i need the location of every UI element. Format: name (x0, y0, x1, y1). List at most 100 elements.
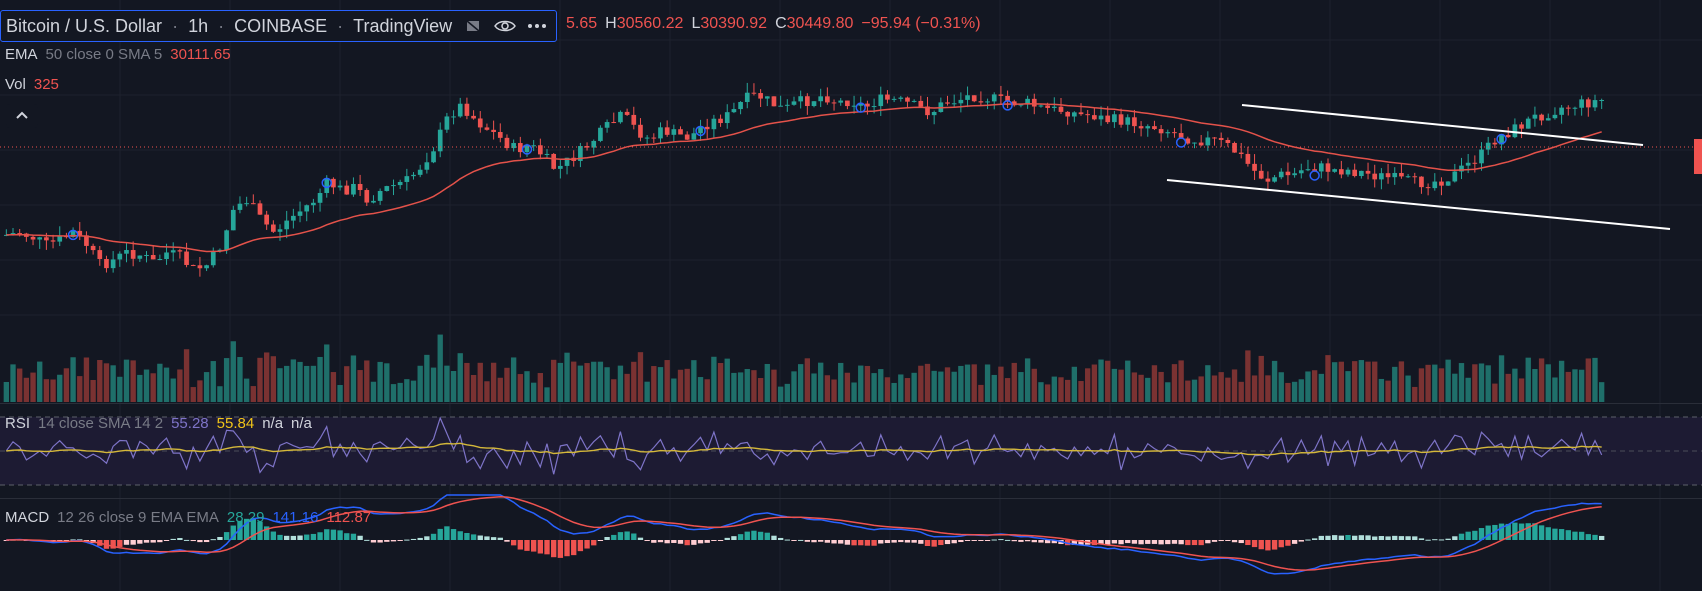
macd-hist-bar (1358, 535, 1365, 540)
macd-hist-bar (1151, 540, 1158, 544)
macd-hist-bar (777, 537, 784, 540)
symbol-title[interactable]: Bitcoin / U.S. Dollar · 1h · COINBASE · … (0, 10, 558, 42)
macd-hist-bar (677, 540, 684, 544)
volume-bar (871, 373, 877, 402)
macd-hist-bar (711, 540, 717, 541)
upper-trendline[interactable] (1241, 104, 1644, 146)
candle-body (538, 145, 543, 155)
candle-body (331, 178, 336, 188)
macd-hist-bar (297, 535, 303, 540)
candle-body (90, 245, 96, 251)
volume-bar (37, 361, 43, 402)
candle-body (50, 240, 56, 242)
candle-body (1359, 170, 1364, 177)
volume-bar (1525, 357, 1531, 402)
macd-hist-bar (597, 540, 604, 541)
candle-body (30, 236, 36, 240)
candle-body (1212, 137, 1217, 139)
macd-hist-bar (1191, 540, 1198, 546)
candle-body (1452, 171, 1458, 182)
volume-bar (1165, 382, 1171, 402)
candle-body (497, 132, 503, 138)
signal-marker (1175, 137, 1187, 148)
macd-hist-bar (864, 540, 871, 546)
candle-body (1332, 169, 1337, 172)
macd-hist-bar (911, 540, 917, 543)
volume-bar (510, 357, 517, 402)
macd-hist-bar (998, 539, 1004, 541)
volume-bar (657, 367, 664, 402)
macd-hist-bar (591, 540, 597, 546)
candle-body (377, 190, 383, 201)
candle-body (1572, 107, 1578, 109)
volume-bar (1171, 364, 1178, 402)
macd-hist-bar (1245, 540, 1251, 546)
lower-trendline[interactable] (1166, 179, 1671, 230)
candle-body (1205, 137, 1211, 146)
macd-hist-bar (203, 540, 210, 543)
candle-body (1465, 162, 1471, 166)
candle-body (1552, 114, 1558, 119)
candle-body (411, 174, 416, 177)
macd-hist-bar (1345, 534, 1351, 540)
volume-bar (1285, 382, 1291, 402)
ema-legend[interactable]: EMA 50 close 0 SMA 5 30111.65 (5, 46, 231, 63)
volume-bar (1118, 369, 1124, 402)
candle-body (444, 116, 450, 130)
macd-hist-bar (584, 540, 590, 549)
signal-marker (521, 144, 533, 155)
candle-body (1138, 126, 1144, 129)
macd-hist-bar (818, 540, 824, 542)
eye-icon[interactable] (494, 15, 517, 37)
candle-body (1178, 133, 1184, 139)
macd-hist-bar (684, 540, 690, 546)
macd-hist-bar (1392, 535, 1398, 540)
candle-body (511, 143, 516, 149)
volume-bar (350, 355, 357, 402)
macd-hist-bar (490, 537, 497, 540)
candle-body (1145, 126, 1151, 129)
macd-hist-bar (444, 526, 450, 540)
chart-style-icon[interactable] (462, 15, 484, 37)
candle-body (1285, 171, 1291, 176)
candle-body (531, 145, 536, 147)
candle-body (157, 259, 163, 261)
candle-body (1051, 106, 1057, 108)
candle-body (464, 103, 470, 116)
macd-hist-bar (731, 536, 737, 540)
volume-bar (1004, 378, 1011, 402)
volume-bar (811, 373, 817, 402)
volume-legend[interactable]: Vol 325 (5, 76, 59, 93)
more-icon[interactable] (526, 15, 548, 37)
collapse-legend-button[interactable] (6, 104, 38, 128)
volume-bar (123, 359, 130, 402)
candle-body (1325, 163, 1331, 172)
volume-bar (1592, 357, 1598, 402)
macd-hist-bar (904, 540, 911, 543)
macd-legend[interactable]: MACD 12 26 close 9 EMA EMA 28.29 141.16 … (5, 509, 371, 526)
macd-hist-bar (951, 540, 957, 544)
macd-hist-bar (844, 540, 851, 545)
macd-hist-bar (210, 539, 216, 541)
macd-hist-bar (364, 539, 370, 541)
candle-body (598, 127, 603, 141)
candle-body (197, 265, 203, 269)
candle-body (1098, 115, 1104, 120)
candle-body (738, 102, 743, 110)
volume-bar (63, 368, 70, 402)
macd-hist-bar (350, 533, 357, 540)
signal-marker (321, 177, 332, 189)
macd-hist-bar (157, 540, 163, 543)
volume-bar (1518, 378, 1525, 402)
candle-body (925, 106, 930, 116)
macd-hist-bar (1305, 539, 1311, 541)
volume-bar (1271, 360, 1278, 402)
rsi-legend[interactable]: RSI 14 close SMA 14 2 55.28 55.84 n/a n/… (5, 415, 312, 432)
macd-hist-bar (1445, 538, 1451, 540)
volume-bar (1458, 363, 1465, 402)
interval-label[interactable]: 1h (188, 15, 209, 36)
volume-bar (604, 367, 610, 402)
candle-body (731, 109, 737, 113)
